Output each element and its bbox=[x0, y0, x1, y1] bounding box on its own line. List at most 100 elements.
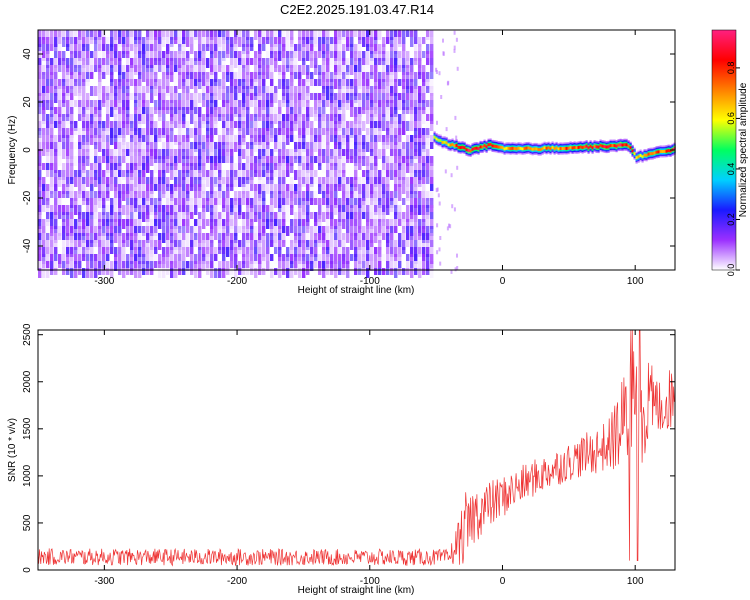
spectrogram-cell bbox=[138, 268, 142, 278]
spectrogram-cell bbox=[214, 51, 218, 58]
spectrogram-cell bbox=[302, 37, 306, 47]
spectrogram-cell bbox=[134, 205, 138, 212]
spectrogram-cell bbox=[410, 72, 414, 82]
spectrogram-cell bbox=[154, 142, 158, 152]
spectrogram-cell bbox=[154, 107, 158, 114]
spectrogram-cell bbox=[170, 226, 174, 236]
spectrogram-cell bbox=[146, 79, 150, 86]
spectrogram-cell bbox=[394, 254, 398, 261]
spectrogram-cell bbox=[378, 254, 382, 261]
track-cell bbox=[629, 146, 632, 150]
spectrogram-cell bbox=[162, 135, 166, 145]
spectrogram-cell bbox=[394, 114, 398, 124]
spectrogram-cell bbox=[330, 198, 334, 205]
spectrogram-cell bbox=[266, 37, 270, 44]
spectrogram-cell bbox=[298, 142, 302, 149]
spectrogram-cell bbox=[146, 261, 150, 271]
spectrogram-cell bbox=[354, 191, 358, 198]
spectrogram-cell bbox=[110, 177, 114, 184]
spectrogram-cell bbox=[78, 191, 82, 198]
spectrogram-cell bbox=[154, 86, 158, 96]
spectrogram-cell bbox=[382, 191, 386, 198]
spectrogram-cell bbox=[390, 44, 394, 51]
spectrogram-cell bbox=[82, 184, 86, 191]
spectrogram-cell bbox=[38, 233, 42, 240]
spectrogram-cell bbox=[318, 128, 322, 135]
spectrogram-cell bbox=[110, 79, 114, 86]
spectrogram-cell bbox=[426, 240, 430, 247]
spectrogram-cell bbox=[358, 100, 362, 107]
spectrogram-cell bbox=[362, 114, 366, 121]
spectrogram-cell bbox=[238, 135, 242, 145]
spectrogram-cell bbox=[178, 79, 182, 89]
spectrogram-cell bbox=[186, 100, 190, 110]
spectrogram-cell bbox=[142, 86, 146, 93]
spectrogram-cell bbox=[118, 121, 122, 128]
spectrogram-cell bbox=[174, 86, 178, 93]
spectrogram-cell bbox=[110, 72, 114, 82]
spectrogram-cell bbox=[290, 268, 294, 278]
spectrogram-cell bbox=[182, 268, 186, 275]
track-cell bbox=[573, 146, 576, 149]
spectrogram-cell bbox=[194, 163, 198, 170]
spectrogram-cell bbox=[46, 163, 50, 170]
spectrogram-cell bbox=[78, 219, 82, 229]
spectrogram-cell bbox=[270, 233, 274, 243]
spectrogram-cell bbox=[274, 114, 278, 124]
spectrogram-cell bbox=[186, 184, 190, 194]
spectrogram-cell bbox=[238, 121, 242, 131]
spectrogram-cell bbox=[254, 205, 258, 215]
spectrogram-cell bbox=[182, 44, 186, 54]
spectrogram-cell bbox=[286, 163, 290, 170]
spectrogram-cell bbox=[42, 100, 46, 110]
track-cell bbox=[663, 149, 666, 153]
spectrogram-cell bbox=[334, 100, 338, 107]
spectrogram-cell bbox=[390, 100, 394, 107]
spectrogram-cell bbox=[38, 177, 42, 187]
spectrogram-cell bbox=[102, 177, 106, 184]
spectrogram-cell bbox=[278, 205, 282, 212]
spectrogram-cell bbox=[302, 142, 306, 152]
spectrogram-cell bbox=[402, 240, 406, 250]
spectrogram-cell bbox=[98, 121, 102, 128]
spectrogram-cell bbox=[218, 30, 222, 37]
spectrogram-cell bbox=[366, 205, 370, 212]
spectrogram-cell bbox=[106, 247, 110, 254]
spectrogram-cell bbox=[374, 135, 378, 142]
spectrogram-cell bbox=[290, 191, 294, 201]
spectrogram-cell bbox=[270, 30, 274, 37]
spectrogram-cell bbox=[270, 149, 274, 156]
spectrogram-cell bbox=[230, 37, 234, 47]
spectrogram-cell bbox=[410, 254, 414, 261]
spectrogram-cell bbox=[246, 177, 250, 184]
spectrogram-cell bbox=[366, 233, 370, 243]
spectrogram-cell bbox=[214, 149, 218, 159]
spectrogram-cell bbox=[86, 205, 90, 212]
spectrogram-cell bbox=[54, 268, 58, 275]
spectrogram-cell bbox=[74, 254, 78, 264]
spectrogram-cell bbox=[66, 149, 70, 159]
spectrogram-cell bbox=[390, 261, 394, 271]
spectrogram-cell bbox=[382, 58, 386, 65]
spectrogram-cell bbox=[436, 120, 438, 125]
colorbar-label: Normalized spectral amplitude bbox=[738, 82, 749, 217]
spectrogram-cell bbox=[270, 170, 274, 180]
spectrogram-cell bbox=[286, 184, 290, 191]
spectrogram-cell bbox=[442, 38, 444, 43]
spectrogram-cell bbox=[194, 247, 198, 257]
spectrogram-cell bbox=[282, 205, 286, 215]
spectrogram-cell bbox=[266, 135, 270, 145]
spectrogram-cell bbox=[226, 261, 230, 271]
spectrogram-cell bbox=[354, 170, 358, 180]
spectrogram-cell bbox=[394, 128, 398, 138]
spectrogram-cell bbox=[406, 198, 410, 208]
track-cell bbox=[541, 147, 544, 151]
spectrogram-cell bbox=[430, 233, 434, 240]
spectrogram-cell bbox=[166, 37, 170, 47]
spectrogram-cell bbox=[66, 37, 70, 47]
spectrogram-cell bbox=[278, 268, 282, 278]
spectrogram-cell bbox=[310, 212, 314, 219]
spectrogram-cell bbox=[150, 79, 154, 89]
spectrogram-cell bbox=[194, 79, 198, 86]
spectrogram-cell bbox=[326, 198, 330, 208]
